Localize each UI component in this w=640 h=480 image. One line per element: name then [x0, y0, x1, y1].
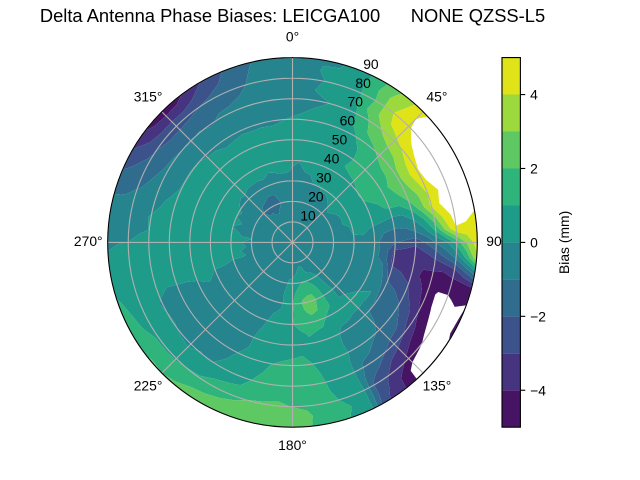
svg-text:180°: 180° [278, 437, 307, 453]
svg-text:4: 4 [530, 87, 538, 103]
svg-text:270°: 270° [74, 233, 103, 249]
svg-text:20: 20 [308, 189, 324, 205]
svg-text:0°: 0° [286, 29, 299, 45]
svg-text:Bias (mm): Bias (mm) [556, 211, 572, 274]
svg-text:−4: −4 [530, 382, 546, 398]
svg-text:50: 50 [332, 132, 348, 148]
svg-text:80: 80 [355, 75, 371, 91]
svg-text:135°: 135° [423, 377, 452, 393]
svg-text:10: 10 [300, 208, 316, 224]
svg-text:40: 40 [324, 151, 340, 167]
svg-text:225°: 225° [134, 377, 163, 393]
svg-text:−2: −2 [530, 308, 546, 324]
svg-text:30: 30 [316, 170, 332, 186]
svg-text:2: 2 [530, 161, 538, 177]
svg-text:90: 90 [363, 56, 379, 72]
svg-text:60: 60 [340, 113, 356, 129]
svg-text:45°: 45° [426, 89, 447, 105]
svg-text:0: 0 [530, 234, 538, 250]
svg-text:315°: 315° [134, 89, 163, 105]
svg-text:70: 70 [348, 94, 364, 110]
svg-text:Delta Antenna Phase Biases: LE: Delta Antenna Phase Biases: LEICGA100 NO… [40, 5, 545, 26]
